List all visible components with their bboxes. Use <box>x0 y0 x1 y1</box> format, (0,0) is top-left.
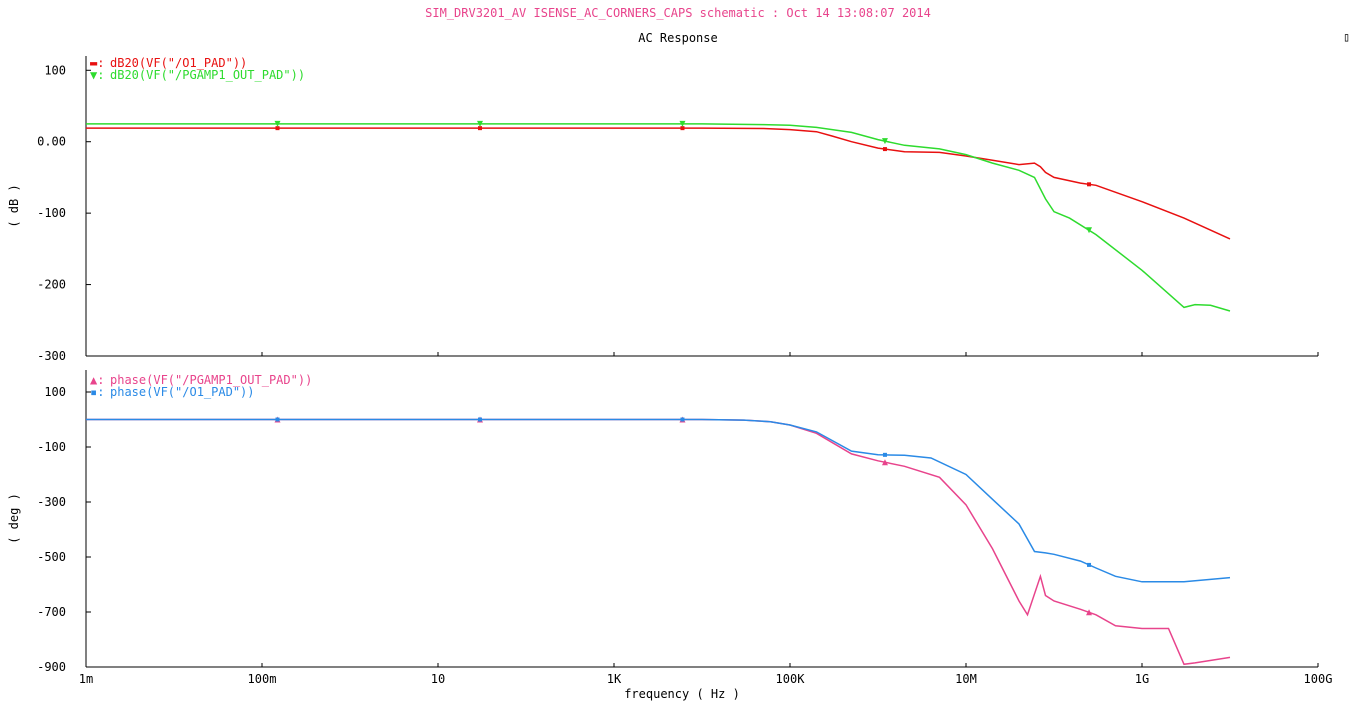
y-tick-label: 100 <box>44 385 66 399</box>
series-marker <box>680 417 685 422</box>
legend-marker: ▪: <box>90 385 104 399</box>
x-tick-label: 100m <box>248 672 277 686</box>
series-marker <box>882 452 887 457</box>
y-tick-label: -100 <box>37 440 66 454</box>
legend-marker: ▬: <box>90 56 104 70</box>
series-marker <box>275 417 280 422</box>
series-line <box>86 418 1231 583</box>
legend-entry: dB20(VF("/PGAMP1_OUT_PAD")) <box>110 68 305 82</box>
y-axis-label: ( dB ) <box>7 184 21 227</box>
x-tick-label: 100G <box>1304 672 1333 686</box>
y-tick-label: -500 <box>37 550 66 564</box>
series-line <box>86 418 1231 666</box>
corner-icon[interactable]: ▯ <box>1343 30 1351 44</box>
series-marker <box>477 417 482 422</box>
x-tick-label: 1m <box>79 672 93 686</box>
x-tick-label: 1G <box>1135 672 1149 686</box>
series-marker <box>477 126 482 131</box>
series-marker <box>1087 182 1092 187</box>
legend-entry: dB20(VF("/O1_PAD")) <box>110 56 247 70</box>
x-tick-label: 10M <box>955 672 977 686</box>
simulation-header: SIM_DRV3201_AV ISENSE_AC_CORNERS_CAPS sc… <box>425 6 931 20</box>
series-marker <box>1087 562 1092 567</box>
y-tick-label: 100 <box>44 63 66 77</box>
y-tick-label: -100 <box>37 206 66 220</box>
legend-entry: phase(VF("/O1_PAD")) <box>110 385 255 399</box>
y-tick-label: -200 <box>37 278 66 292</box>
series-line <box>86 127 1231 240</box>
x-tick-label: 100K <box>776 672 806 686</box>
series-marker <box>680 126 685 131</box>
y-tick-label: -700 <box>37 605 66 619</box>
series-marker <box>882 147 887 152</box>
x-tick-label: 1K <box>607 672 622 686</box>
series-line <box>86 123 1231 312</box>
series-marker <box>679 120 686 127</box>
legend-marker: ▼: <box>90 68 104 82</box>
series-marker <box>274 120 281 127</box>
series-marker <box>476 120 483 127</box>
chart-title: AC Response <box>638 31 718 45</box>
series-marker <box>881 459 888 466</box>
y-tick-label: 0.00 <box>37 135 66 149</box>
x-axis-label: frequency ( Hz ) <box>624 687 740 701</box>
y-tick-label: -900 <box>37 660 66 674</box>
x-tick-label: 10 <box>431 672 445 686</box>
series-marker <box>1086 227 1093 234</box>
series-marker <box>881 138 888 145</box>
y-tick-label: -300 <box>37 495 66 509</box>
legend-entry: phase(VF("/PGAMP1_OUT_PAD")) <box>110 373 312 387</box>
series-marker <box>275 126 280 131</box>
y-axis-label: ( deg ) <box>7 493 21 544</box>
y-tick-label: -300 <box>37 349 66 363</box>
series-marker <box>1086 609 1093 616</box>
legend-marker: ▲: <box>90 373 104 387</box>
